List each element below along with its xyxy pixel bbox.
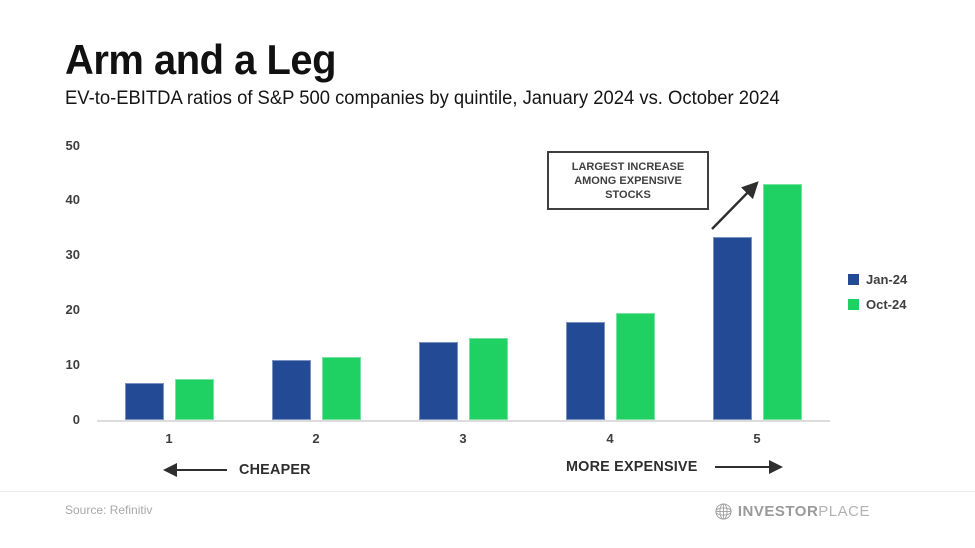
bar-jan-24-quintile-3	[419, 342, 458, 420]
annotation-line: AMONG EXPENSIVE	[574, 174, 682, 187]
y-axis-tick-40: 40	[65, 192, 80, 208]
source-note: Source: Refinitiv	[65, 503, 153, 517]
legend-item-jan-24: Jan-24	[848, 272, 907, 287]
annotation-line: LARGEST INCREASE	[571, 160, 685, 173]
x-axis-tick-4: 4	[606, 431, 614, 446]
legend-label: Oct-24	[866, 297, 907, 312]
page-title: Arm and a Leg	[65, 36, 336, 83]
arrow-left-icon	[163, 462, 227, 477]
globe-icon	[715, 503, 732, 520]
y-axis-tick-20: 20	[65, 302, 80, 318]
bar-jan-24-quintile-2	[272, 359, 311, 420]
more-expensive-label: MORE EXPENSIVE	[566, 458, 698, 475]
logo-text-bold: INVESTOR	[737, 503, 819, 520]
y-axis-tick-50: 50	[65, 137, 80, 153]
x-axis-tick-1: 1	[165, 431, 173, 446]
more-expensive-direction: MORE EXPENSIVE	[566, 458, 789, 475]
legend-label: Jan-24	[866, 272, 908, 287]
x-axis-tick-5: 5	[753, 431, 761, 446]
legend-swatch-oct-24	[848, 299, 859, 310]
x-axis-tick-3: 3	[459, 431, 467, 446]
bar-jan-24-quintile-1	[125, 382, 164, 420]
bar-oct-24-quintile-4	[616, 312, 655, 420]
footer-divider	[0, 491, 975, 492]
y-axis-tick-30: 30	[65, 247, 80, 263]
bar-oct-24-quintile-5	[763, 183, 802, 420]
bar-oct-24-quintile-1	[175, 379, 214, 420]
legend-item-oct-24: Oct-24	[848, 297, 906, 312]
bar-jan-24-quintile-4	[566, 322, 605, 420]
legend-swatch-jan-24	[848, 274, 859, 285]
investorplace-logo: INVESTORPLACE	[715, 503, 870, 520]
annotation-callout: LARGEST INCREASE AMONG EXPENSIVE STOCKS	[547, 151, 709, 210]
annotation-line: STOCKS	[605, 188, 651, 201]
bar-oct-24-quintile-3	[469, 337, 508, 420]
logo-text: INVESTORPLACE	[738, 503, 870, 520]
annotation-arrow-icon	[711, 181, 759, 230]
bar-jan-24-quintile-5	[713, 237, 752, 420]
bar-oct-24-quintile-2	[322, 356, 361, 420]
cheaper-direction: CHEAPER	[157, 461, 314, 478]
page-subtitle: EV-to-EBITDA ratios of S&P 500 companies…	[65, 88, 780, 109]
x-axis-tick-2: 2	[312, 431, 320, 446]
y-axis-tick-10: 10	[65, 357, 80, 373]
y-axis-tick-0: 0	[72, 412, 80, 427]
x-axis-line	[97, 420, 830, 422]
cheaper-label: CHEAPER	[239, 461, 311, 478]
arrow-right-icon	[715, 459, 784, 474]
logo-text-light: PLACE	[818, 503, 870, 520]
